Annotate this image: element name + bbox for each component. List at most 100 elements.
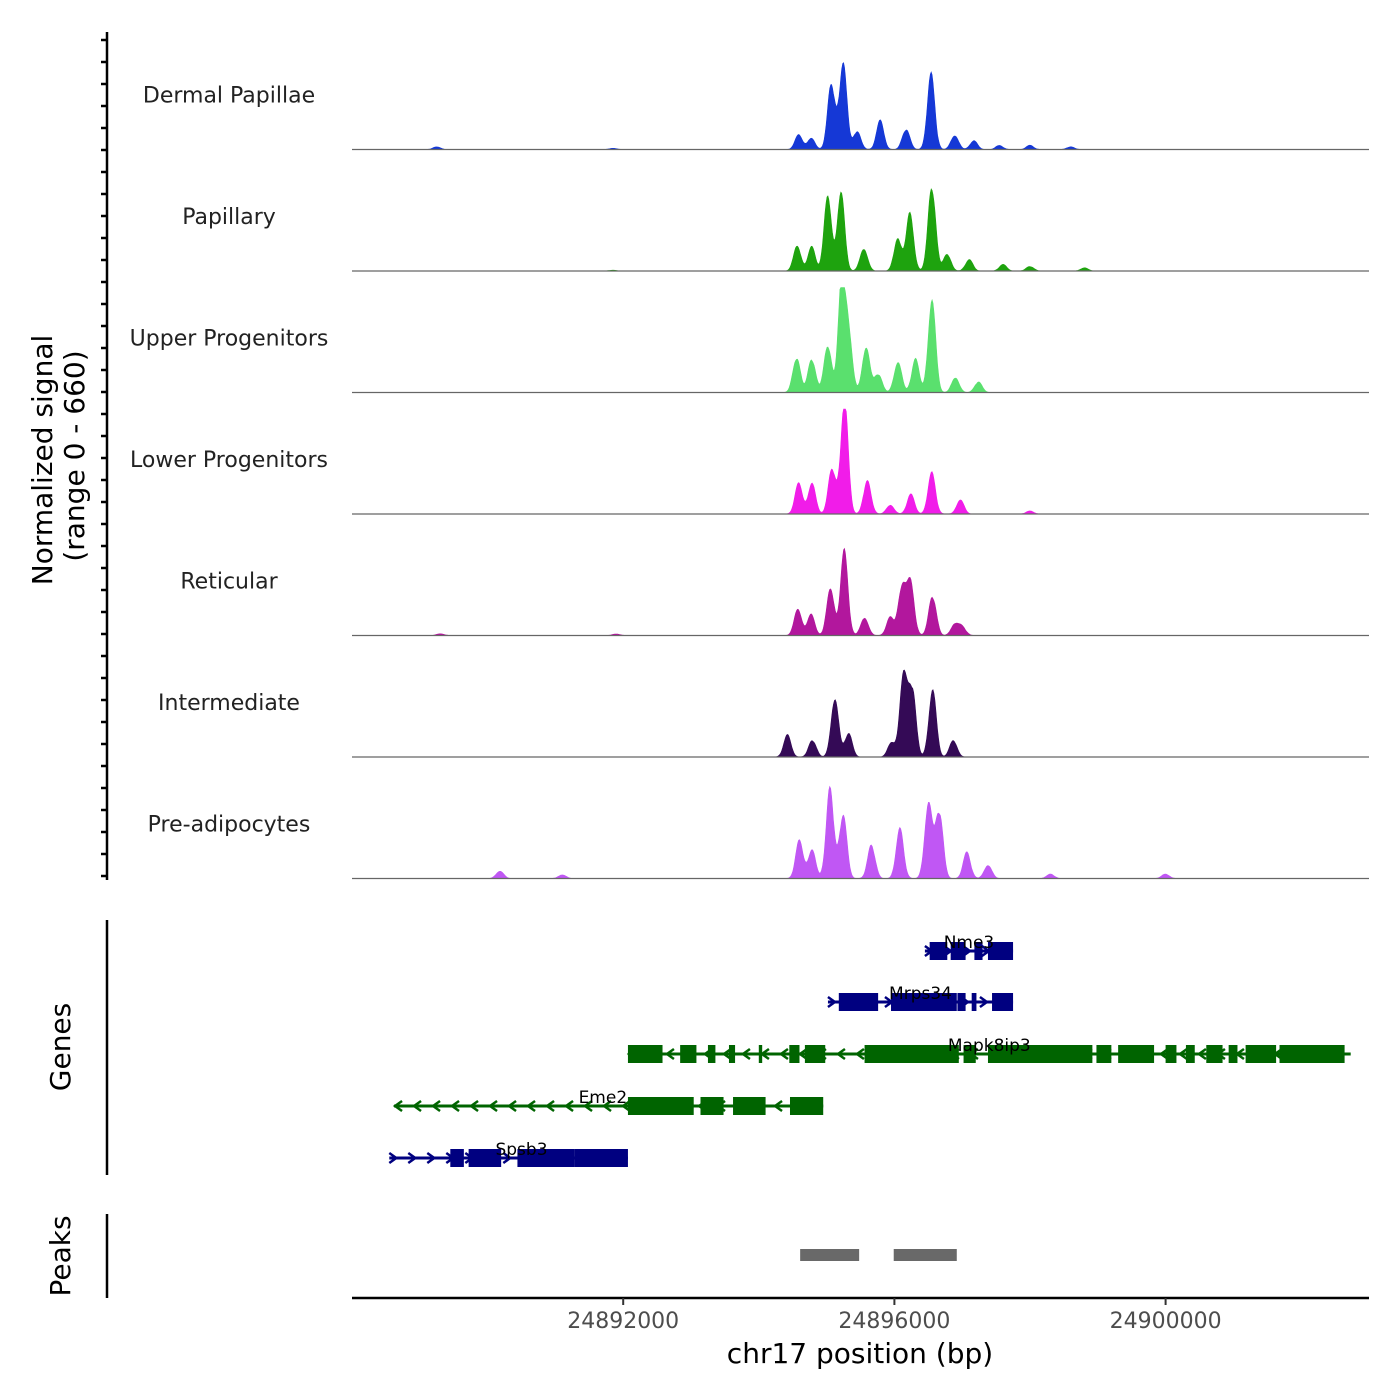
exon (1118, 1045, 1155, 1063)
gene-label: Nme3 (944, 933, 995, 953)
gene-label: Eme2 (579, 1088, 628, 1108)
genes-panel-title: Genes (44, 1003, 77, 1091)
exon (728, 1045, 736, 1063)
exon (450, 1149, 464, 1167)
track-pre-adipocytes: Pre-adipocytes (148, 785, 1369, 880)
gene-eme2: Eme2 (392, 1088, 824, 1115)
coverage-area (392, 408, 1315, 515)
gene-label: Mrps34 (889, 984, 952, 1004)
track-upper-progenitors: Upper Progenitors (130, 287, 1369, 394)
gene-label: Spsb3 (495, 1140, 547, 1160)
coverage-area (392, 287, 1315, 393)
exon (789, 1045, 800, 1063)
track-dermal-papillae: Dermal Papillae (143, 62, 1369, 151)
strand-arrow (502, 1151, 513, 1165)
strand-arrow (468, 1099, 479, 1113)
exon (758, 1045, 763, 1063)
coverage-area (392, 785, 1315, 879)
track-papillary: Papillary (182, 188, 1369, 272)
x-tick-label: 24900000 (1110, 1309, 1222, 1334)
peak-track (800, 1249, 957, 1261)
exon (1096, 1045, 1112, 1063)
exon (838, 993, 879, 1011)
gene-mrps34: Mrps34 (827, 984, 1014, 1011)
strand-arrow (601, 1099, 612, 1113)
track-label: Papillary (182, 205, 276, 230)
strand-arrow (544, 1099, 555, 1113)
exon (974, 942, 983, 960)
exon (957, 993, 966, 1011)
strand-arrow (426, 1151, 437, 1165)
strand-arrow (721, 1047, 732, 1061)
strand-arrow (664, 1047, 675, 1061)
strand-arrow (388, 1151, 399, 1165)
peak-region (893, 1249, 957, 1261)
x-axis-title: chr17 position (bp) (727, 1337, 993, 1370)
y-axis-subtitle: (range 0 - 660) (58, 350, 91, 561)
exon (963, 1045, 976, 1063)
peak-region (800, 1249, 860, 1261)
exon (804, 1045, 826, 1063)
signal-y-ticks (101, 38, 107, 878)
strand-arrow (430, 1099, 441, 1113)
strand-arrow (411, 1099, 422, 1113)
strand-arrow (582, 1099, 593, 1113)
y-axis-title: Normalized signal (26, 335, 59, 586)
exon (950, 942, 966, 960)
track-label: Dermal Papillae (143, 84, 315, 109)
exon (680, 1045, 697, 1063)
strand-arrow (835, 1047, 846, 1061)
exon (707, 1045, 716, 1063)
exon (992, 993, 1014, 1011)
strand-arrow (620, 1099, 631, 1113)
coverage-area (392, 669, 1315, 758)
strand-arrow (979, 995, 990, 1009)
x-axis-ticks: 24892000 24896000 24900000 (567, 1298, 1222, 1334)
gene-nme3: Nme3 (924, 933, 1014, 960)
strand-arrow (1196, 1047, 1207, 1061)
track-intermediate: Intermediate (158, 669, 1369, 758)
strand-arrow (563, 1099, 574, 1113)
strand-arrow (506, 1099, 517, 1113)
exon (517, 1149, 575, 1167)
exon (971, 993, 977, 1011)
gene-spsb3: Spsb3 (388, 1140, 628, 1167)
strand-arrow (797, 1047, 808, 1061)
strand-arrow (1177, 1047, 1188, 1061)
x-tick-label: 24892000 (567, 1309, 679, 1334)
exon (1245, 1045, 1277, 1063)
gene-label: Mapk8ip3 (948, 1036, 1031, 1056)
exon (987, 1045, 1093, 1063)
strand-arrow (740, 1047, 751, 1061)
track-lower-progenitors: Lower Progenitors (130, 408, 1369, 515)
coverage-area (392, 62, 1315, 150)
exon (864, 1045, 959, 1063)
strand-arrow (778, 1047, 789, 1061)
coverage-tracks: Dermal Papillae Papillary Upper Progenitor… (130, 62, 1369, 880)
coverage-area (392, 547, 1315, 636)
x-tick-label: 24896000 (838, 1309, 950, 1334)
track-label: Pre-adipocytes (148, 813, 311, 838)
exon (468, 1149, 502, 1167)
exon (929, 942, 948, 960)
gene-mapk8ip3: Mapk8ip3 (626, 1036, 1351, 1063)
strand-arrow (392, 1099, 403, 1113)
exon (789, 1097, 824, 1115)
strand-arrow (449, 1099, 460, 1113)
coverage-area (392, 188, 1315, 272)
exon (1165, 1045, 1177, 1063)
peaks-panel-title: Peaks (44, 1215, 77, 1296)
track-reticular: Reticular (180, 547, 1369, 637)
exon (700, 1097, 724, 1115)
exon (1206, 1045, 1223, 1063)
exon (627, 1045, 663, 1063)
exon (627, 1097, 694, 1115)
strand-arrow (407, 1151, 418, 1165)
strand-arrow (487, 1099, 498, 1113)
track-label: Lower Progenitors (130, 448, 328, 473)
strand-arrow (772, 1099, 783, 1113)
strand-arrow (525, 1099, 536, 1113)
exon (1228, 1045, 1238, 1063)
exon (987, 942, 1014, 960)
